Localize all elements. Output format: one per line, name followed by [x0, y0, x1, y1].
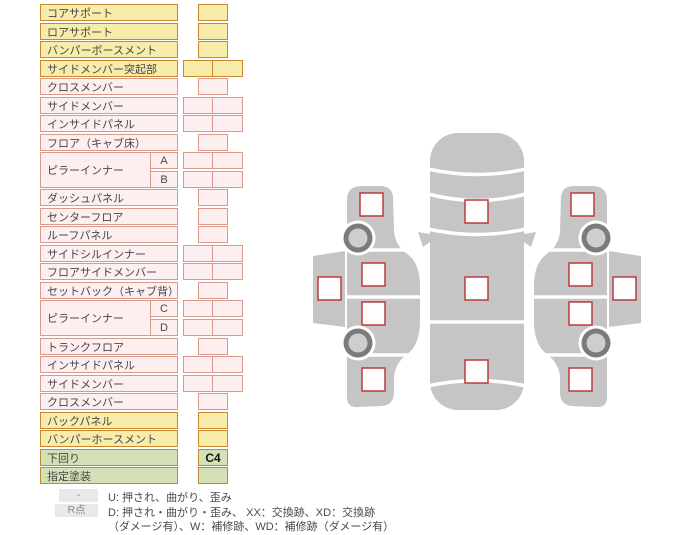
damage-marker-square[interactable]	[464, 199, 489, 224]
part-label: ルーフパネル	[40, 226, 178, 243]
status-cell[interactable]	[212, 263, 243, 280]
status-cell[interactable]	[198, 23, 228, 40]
status-cell[interactable]	[198, 134, 228, 151]
status-cell[interactable]	[183, 356, 213, 373]
status-cell[interactable]	[183, 60, 213, 77]
part-sublabel: B	[150, 171, 178, 188]
part-label: クロスメンバー	[40, 393, 178, 410]
status-cell[interactable]	[198, 41, 228, 58]
part-label: コアサポート	[40, 4, 178, 21]
legend-text-u: U: 押され、曲がり、歪み	[108, 492, 232, 504]
top-separator-bumper-hood	[427, 167, 527, 177]
legend: - U: 押され、曲がり、歪み R点 D: 押され・曲がり・歪み、 XX：交換跡…	[0, 488, 692, 534]
part-sublabel: A	[150, 152, 178, 169]
status-cell[interactable]	[212, 245, 243, 262]
part-label: サイドメンバー	[40, 97, 178, 114]
status-cell[interactable]	[183, 375, 213, 392]
part-label: ピラーインナー	[40, 300, 151, 336]
status-cell[interactable]	[183, 245, 213, 262]
status-cell[interactable]	[198, 226, 228, 243]
right-mirror-icon	[524, 232, 536, 247]
car-top-view	[418, 133, 536, 410]
status-cell[interactable]	[212, 171, 243, 188]
car-diagram	[311, 133, 643, 410]
damage-marker-square[interactable]	[464, 276, 489, 301]
top-view-body	[430, 133, 524, 410]
status-cell[interactable]	[183, 171, 213, 188]
left-mirror-icon	[418, 232, 430, 247]
part-label: フロアサイドメンバー	[40, 263, 178, 280]
status-cell[interactable]	[198, 189, 228, 206]
status-cell[interactable]	[198, 393, 228, 410]
legend-badge-rpoint: R点	[55, 504, 98, 517]
legend-badge-dash: -	[59, 489, 98, 502]
top-separator-windshield-roof	[427, 227, 527, 237]
status-cell[interactable]: C4	[198, 449, 228, 466]
status-cell[interactable]	[183, 300, 213, 317]
part-label: フロア（キャブ床）	[40, 134, 178, 151]
part-label: トランクフロア	[40, 338, 178, 355]
part-label: 指定塗装	[40, 467, 178, 484]
part-label: ロアサポート	[40, 23, 178, 40]
part-sublabel: D	[150, 319, 178, 336]
status-cell[interactable]	[212, 115, 243, 132]
status-cell[interactable]	[212, 97, 243, 114]
part-label: バンパーボースメント	[40, 41, 178, 58]
status-cell[interactable]	[212, 375, 243, 392]
status-cell[interactable]	[198, 208, 228, 225]
part-label: ピラーインナー	[40, 152, 151, 188]
status-cell[interactable]	[183, 319, 213, 336]
status-cell[interactable]	[198, 4, 228, 21]
part-sublabel: C	[150, 300, 178, 317]
part-label: サイドメンバー突起部	[40, 60, 178, 77]
part-label: サイドシルインナー	[40, 245, 178, 262]
part-label: 下回り	[40, 449, 178, 466]
part-label: インサイドパネル	[40, 356, 178, 373]
status-cell[interactable]	[212, 356, 243, 373]
damage-parts-table: コアサポート ロアサポート バンパーボースメント サイドメンバー突起部 クロスメンバーサ…	[40, 4, 250, 490]
part-label: インサイドパネル	[40, 115, 178, 132]
status-cell[interactable]	[183, 97, 213, 114]
status-cell[interactable]	[198, 430, 228, 447]
status-cell[interactable]	[212, 300, 243, 317]
status-cell[interactable]	[212, 319, 243, 336]
part-label: クロスメンバー	[40, 78, 178, 95]
status-cell[interactable]	[183, 263, 213, 280]
part-label: ダッシュパネル	[40, 189, 178, 206]
status-cell[interactable]	[212, 60, 243, 77]
part-label: バックパネル	[40, 412, 178, 429]
status-cell[interactable]	[198, 412, 228, 429]
car-side-view-right	[532, 184, 643, 409]
car-side-view-left	[311, 184, 422, 409]
status-cell[interactable]	[183, 115, 213, 132]
status-cell[interactable]	[198, 78, 228, 95]
status-cell[interactable]	[198, 338, 228, 355]
part-label: セットバック（キャブ背）	[40, 282, 178, 299]
part-label: センターフロア	[40, 208, 178, 225]
status-cell[interactable]	[183, 152, 213, 169]
status-cell[interactable]	[198, 467, 228, 484]
damage-marker-square[interactable]	[464, 359, 489, 384]
status-cell[interactable]	[198, 282, 228, 299]
part-label: サイドメンバー	[40, 375, 178, 392]
part-label: バンパーホースメント	[40, 430, 178, 447]
legend-text-w-wd: （ダメージ有）、W：補修跡、WD：補修跡（ダメージ有）	[108, 521, 395, 533]
legend-text-d-xx-xd: D: 押され・曲がり・歪み、 XX：交換跡、XD：交換跡	[108, 507, 376, 519]
status-cell[interactable]	[212, 152, 243, 169]
